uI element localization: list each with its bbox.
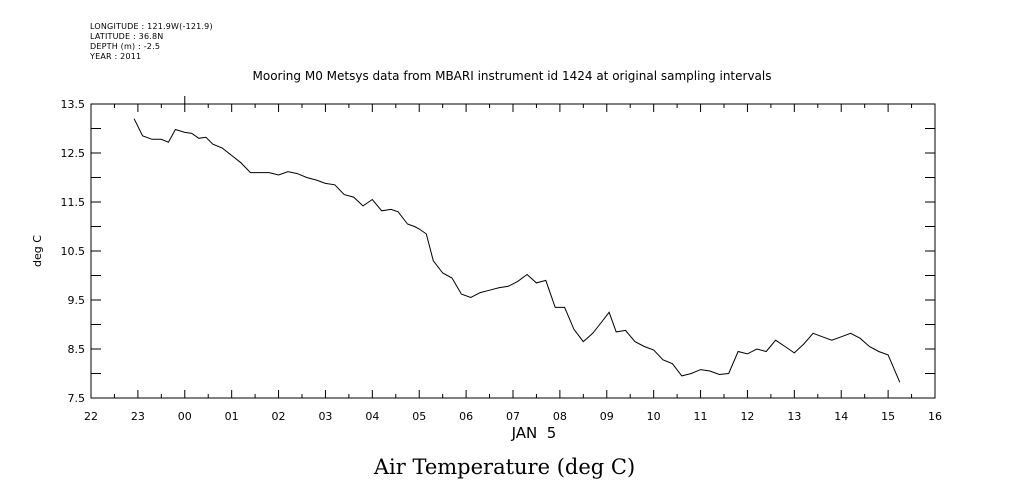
axis-tick-labels: 13.5 12.5 11.5 10.5 9.5 8.5 7.5 22 23 00 01 02 03 04 0… [61, 98, 943, 423]
plot-frame [90, 103, 936, 399]
x-tick-label: 04 [365, 410, 379, 423]
x-tick-label: 15 [881, 410, 895, 423]
x-axis-label: JAN 5 [511, 424, 557, 442]
x-tick-label: 03 [318, 410, 332, 423]
x-tick-label: 07 [506, 410, 520, 423]
depth-text: DEPTH (m) : -2.5 [90, 42, 161, 51]
y-tick-label: 10.5 [61, 245, 86, 258]
chart-title: Mooring M0 Metsys data from MBARI instru… [253, 69, 772, 83]
plot-variable-title: Air Temperature (deg C) [373, 455, 636, 479]
x-tick-label: 22 [84, 410, 98, 423]
axis-ticks [90, 96, 936, 399]
x-tick-label: 00 [178, 410, 192, 423]
x-tick-label: 14 [834, 410, 848, 423]
y-tick-label: 7.5 [68, 392, 86, 405]
x-tick-label: 08 [553, 410, 567, 423]
x-tick-label: 02 [272, 410, 286, 423]
y-tick-label: 12.5 [61, 147, 86, 160]
x-tick-label: 09 [600, 410, 614, 423]
y-tick-label: 11.5 [61, 196, 86, 209]
year-text: YEAR : 2011 [90, 52, 142, 61]
latitude-text: LATITUDE : 36.8N [90, 32, 164, 41]
x-tick-label: 10 [647, 410, 661, 423]
longitude-text: LONGITUDE : 121.9W(-121.9) [90, 22, 213, 31]
metadata-block: LONGITUDE : 121.9W(-121.9) LATITUDE : 36… [90, 22, 213, 62]
x-tick-label: 13 [787, 410, 801, 423]
x-tick-label: 05 [412, 410, 426, 423]
y-tick-label: 13.5 [61, 98, 86, 111]
x-tick-label: 01 [225, 410, 239, 423]
x-tick-label: 23 [131, 410, 145, 423]
x-tick-label: 16 [928, 410, 942, 423]
x-tick-label: 12 [740, 410, 754, 423]
y-tick-label: 8.5 [68, 343, 86, 356]
y-axis-label: deg C [31, 235, 44, 267]
x-tick-label: 11 [694, 410, 708, 423]
air-temperature-line [133, 118, 901, 383]
x-tick-label: 06 [459, 410, 473, 423]
y-tick-label: 9.5 [68, 294, 86, 307]
